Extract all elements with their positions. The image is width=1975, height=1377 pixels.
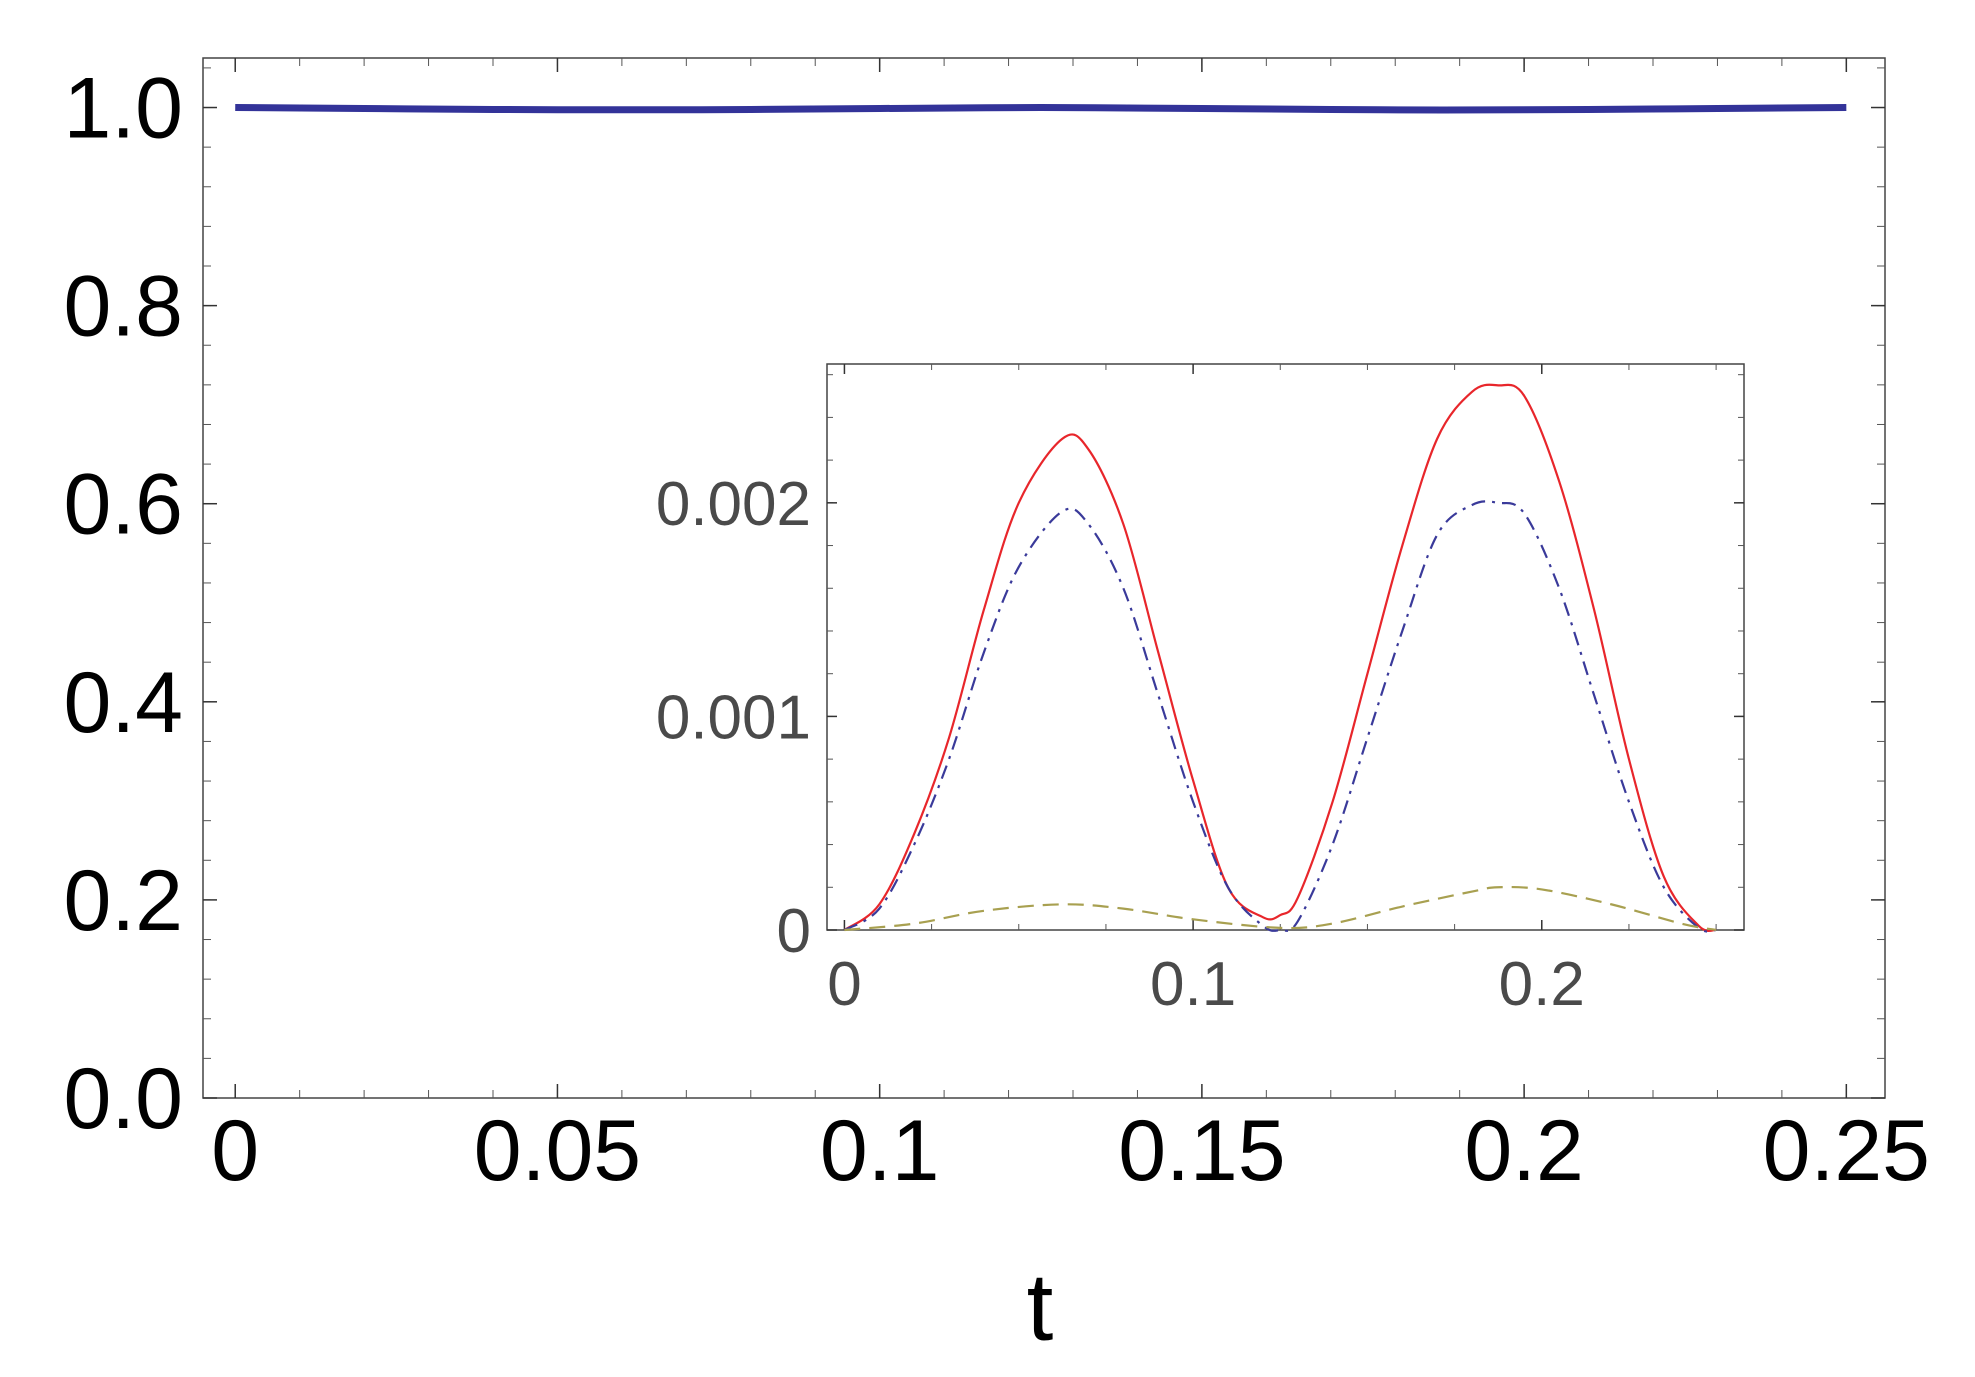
y-tick-label: 0: [777, 897, 811, 966]
y-tick-label: 1.0: [63, 61, 183, 157]
x-tick-label: 0.15: [1118, 1103, 1285, 1199]
y-tick-label: 0.2: [63, 853, 183, 949]
inset-frame: [826, 363, 1745, 931]
inset-series-line-2: [844, 885, 1717, 932]
main-series-line-0: [235, 104, 1847, 114]
x-tick-label: 0.1: [820, 1103, 940, 1199]
x-tick-label: 0.1: [1150, 950, 1236, 1019]
y-tick-label: 0.002: [656, 470, 811, 539]
y-tick-label: 0.001: [656, 683, 811, 752]
x-tick-label: 0: [827, 950, 861, 1019]
x-tick-label: 0.2: [1499, 950, 1585, 1019]
x-axis-title: t: [1027, 1254, 1054, 1361]
y-tick-label: 0.8: [63, 259, 183, 355]
y-tick-label: 0.4: [63, 655, 183, 751]
x-tick-label: 0.05: [474, 1103, 641, 1199]
x-tick-label: 0.2: [1464, 1103, 1584, 1199]
y-tick-label: 0.0: [63, 1051, 183, 1147]
inset-series-line-1: [843, 500, 1717, 933]
x-tick-label: 0.25: [1763, 1103, 1930, 1199]
inset-plot: 0 0.1 0.2 0 0.001 0.002: [656, 363, 1745, 1019]
x-tick-label: 0: [211, 1103, 259, 1199]
y-tick-label: 0.6: [63, 457, 183, 553]
inset-series-line-0: [843, 383, 1717, 933]
main-minor-ticks: [203, 58, 1885, 1099]
